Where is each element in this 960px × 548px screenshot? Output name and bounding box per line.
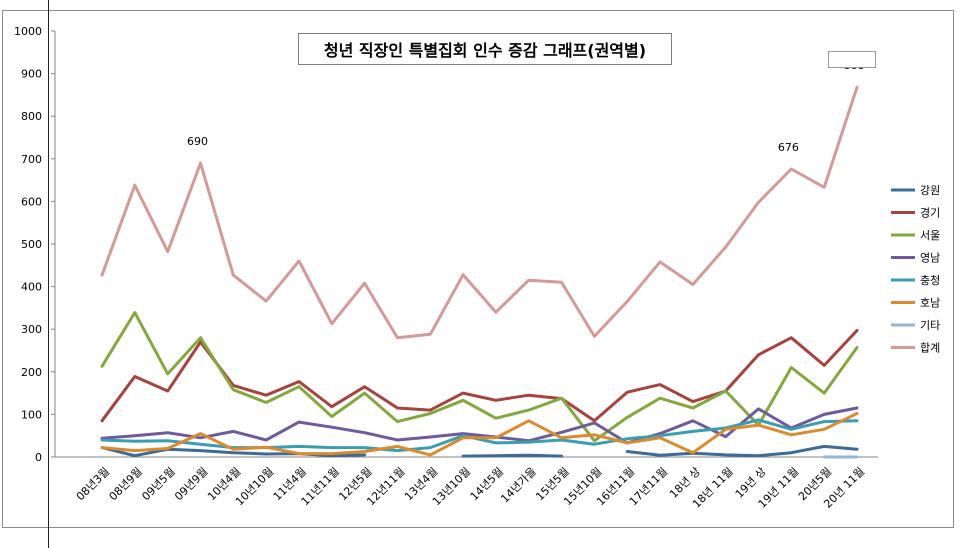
series-line: [100, 406, 859, 445]
chart-title: 청년 직장인 특별집회 인수 증감 그래프(권역별): [298, 33, 672, 65]
legend-label: 서울: [920, 229, 940, 242]
x-tick-label: 08년9월: [107, 465, 145, 503]
y-tick-label: 700: [21, 153, 42, 166]
x-tick-label: 09년9월: [172, 465, 210, 503]
y-tick-label: 900: [21, 68, 42, 81]
data-label: 690: [187, 135, 208, 148]
x-tick-label: 09년5월: [139, 465, 177, 503]
y-tick-label: 600: [21, 195, 42, 208]
y-tick-label: 500: [21, 238, 42, 251]
x-tick-label: 08년3월: [74, 465, 112, 503]
series-lines: [100, 85, 859, 459]
legend-label: 호남: [920, 297, 940, 310]
y-tick-label: 100: [21, 408, 42, 421]
series-line: [100, 311, 859, 443]
data-label: 676: [778, 141, 799, 154]
x-axis: 08년3월08년9월09년5월09년9월10년4월10년10월11년4월11년1…: [55, 456, 878, 511]
legend-label: 충청: [920, 274, 940, 287]
series-line: [100, 85, 859, 340]
data-annotations: 690676868: [187, 59, 865, 154]
legend-label: 경기: [920, 207, 940, 220]
max-annotation-box: [828, 51, 876, 68]
y-tick-label: 200: [21, 366, 42, 379]
y-tick-label: 0: [35, 451, 42, 464]
y-tick-label: 300: [21, 323, 42, 336]
divider-line: [48, 0, 49, 548]
series-line: [100, 412, 859, 457]
series-line: [100, 444, 859, 458]
y-tick-label: 400: [21, 281, 42, 294]
y-axis: 0 100 200 300 400 500 600 700 800 900 1000: [14, 25, 56, 464]
y-tick-label: 800: [21, 110, 42, 123]
legend-label: 합계: [920, 342, 940, 355]
legend-label: 기타: [920, 319, 940, 332]
series-line: [100, 329, 859, 423]
legend-label: 영남: [920, 252, 940, 265]
legend-label: 강원: [920, 184, 940, 197]
x-tick-label: 14년가을: [498, 465, 539, 506]
y-tick-label: 1000: [14, 25, 42, 38]
